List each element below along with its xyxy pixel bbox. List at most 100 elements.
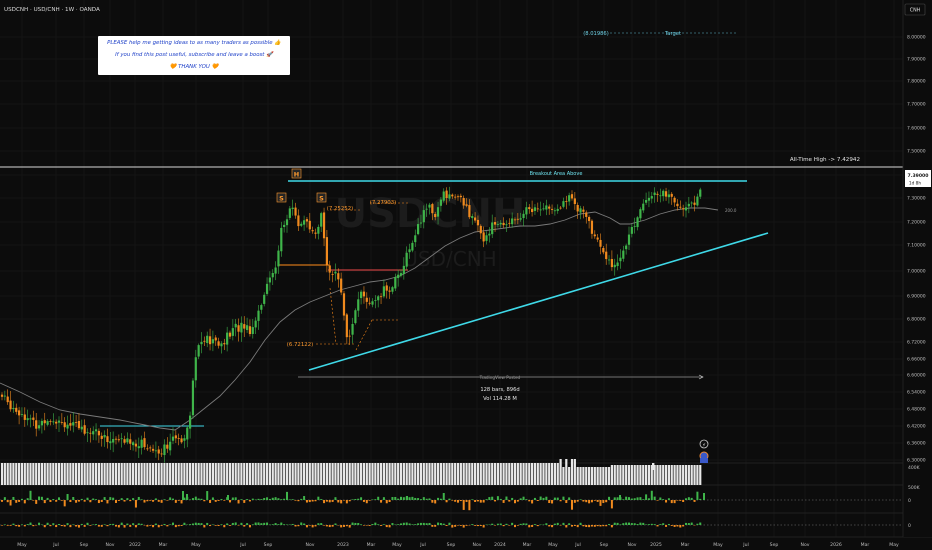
osc1-bar [1,500,3,502]
time-tick-label: 2024 [494,542,506,548]
volume-bar [647,465,651,485]
volume-bar [633,465,636,485]
candle-body [66,424,69,429]
candle-body [599,239,602,247]
osc2-bar [687,523,690,525]
osc1-scale-top: 500K [908,485,921,491]
osc1-bar [328,500,331,503]
osc1-bar [351,499,354,500]
watermark-name: USD/CNH [403,247,496,271]
osc1-bar [223,500,226,501]
osc1-bar [243,500,246,503]
candle-body [126,438,129,443]
osc2-bar [220,524,223,525]
osc1-bar [268,498,271,500]
candle-body [585,212,588,217]
candle-body [265,283,269,294]
volume-bar [243,463,246,485]
candle-body [605,251,608,260]
candle-body [317,226,320,234]
osc1-bar [120,498,123,500]
candle-body [491,222,494,235]
price-axis[interactable] [903,0,932,537]
volume-bar [200,463,203,485]
osc1-spike [406,496,408,500]
osc2-bar [391,523,394,525]
osc1-bar [337,500,340,503]
flash-event-icon[interactable] [699,439,709,449]
candle-body [391,287,394,292]
price-tick-label: 7.20000 [907,220,926,226]
candle-body [445,190,448,198]
osc2-bar [422,522,425,525]
osc1-bar [143,500,146,503]
candle-body [248,326,252,335]
candle-body [6,396,9,403]
current-price-value: 7.39000 [908,173,929,179]
candle-body [625,245,628,250]
osc1-bar [693,500,696,502]
price-tick-label: 6.42000 [907,424,926,430]
volume-bar [662,465,665,485]
osc1-bar [55,500,58,502]
time-axis-labels: May Jul Sep Nov 2022 Mar May Jul Sep Nov 2023 Mar Ma… [17,542,899,548]
volume-bar [542,463,545,485]
osc2-bar [482,525,485,528]
level-label-3: (6.72122) [287,342,314,348]
candle-body [72,422,75,426]
candle-body [228,332,232,337]
osc1-bar [385,500,388,504]
osc2-bar [417,523,420,525]
candle-body [345,314,348,338]
osc2-bar [92,524,95,525]
volume-bar [328,463,331,485]
s-marker-box-right [316,192,327,203]
price-tick-label: 6.36000 [907,441,926,447]
candle-body [502,222,505,226]
osc1-bar [576,500,579,502]
candle-body [29,418,32,420]
watermark-symbol: USDCNH [335,191,526,237]
volume-bar [548,463,551,485]
candle-body [285,219,289,226]
volume-bar [189,463,192,485]
volume-bar [151,463,155,485]
candle-body [305,219,309,222]
volume-spike [652,463,655,470]
candle-body [550,208,554,210]
osc2-bar [314,525,317,527]
osc1-bar [43,500,46,504]
volume-bar [619,465,622,485]
osc1-bar [288,499,291,500]
volume-bar [311,463,314,485]
candle-body [280,227,283,252]
volume-bar [66,463,69,485]
osc2-bar [382,524,385,525]
candle-body [565,201,568,202]
currency-button[interactable] [904,3,926,16]
candle-body [103,434,106,438]
volume-bar [602,467,605,485]
osc1-bar [494,500,497,502]
osc2-bar [237,525,240,526]
candle-body [588,216,591,222]
candle-body [531,208,534,213]
time-tick-label: Nov [628,542,637,548]
osc1-bar [590,500,593,503]
osc1-bar [502,500,505,503]
time-tick-label: Sep [447,542,456,548]
price-tick-label: 7.30000 [907,196,926,202]
osc1-bar [625,496,628,500]
osc2-bar [120,522,123,525]
volume-bar [23,463,26,485]
symbol-header[interactable]: USDCNH · USD/CNH · 1W · OANDA [4,7,100,13]
osc1-bar [177,500,180,501]
volume-bar [616,465,619,485]
candle-body [417,224,420,235]
time-tick-label: May [889,542,899,548]
time-tick-label: 2026 [830,542,842,548]
candle-body [146,448,149,450]
osc1-bar [616,497,619,500]
osc2-bar [673,525,676,527]
